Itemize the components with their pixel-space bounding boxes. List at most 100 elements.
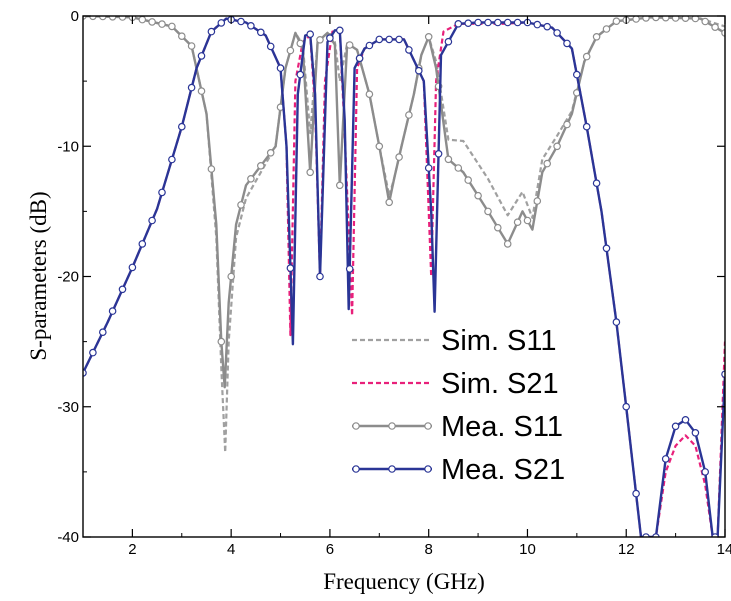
data-point — [701, 468, 710, 476]
data-point — [681, 415, 690, 424]
data-point — [108, 16, 117, 21]
data-point — [335, 181, 344, 190]
data-point — [207, 27, 216, 36]
data-point — [256, 28, 265, 37]
legend-label: Mea. S21 — [441, 454, 565, 486]
data-point — [187, 42, 196, 50]
plot-frame — [82, 15, 726, 538]
data-point — [563, 39, 571, 48]
data-point — [306, 30, 315, 39]
data-point — [355, 54, 364, 63]
data-point — [642, 16, 650, 22]
axes: 2 4 6 8 10 12 14 0 -10 -20 -30 -40 — [57, 8, 731, 558]
data-point — [612, 318, 621, 326]
data-point — [365, 90, 374, 99]
y-tick-label: -40 — [57, 529, 79, 546]
legend: Sim. S11 Sim. S21 Mea. S11 Mea. S21 — [352, 325, 565, 486]
data-point — [375, 35, 384, 44]
x-tick-label: 6 — [326, 541, 334, 558]
data-point — [454, 164, 463, 172]
data-point — [711, 23, 719, 32]
data-point — [405, 46, 413, 54]
x-tick-label: 4 — [227, 541, 235, 558]
data-point — [424, 32, 433, 41]
data-point — [691, 428, 700, 437]
legend-marker — [388, 422, 396, 430]
data-point — [474, 18, 482, 27]
legend-marker — [352, 422, 360, 430]
data-point — [424, 164, 433, 172]
data-point — [533, 197, 542, 205]
legend-entry: Sim. S11 — [352, 325, 557, 357]
series-line — [83, 17, 725, 537]
data-point — [227, 272, 236, 281]
data-point — [286, 46, 295, 55]
data-point — [671, 422, 680, 431]
data-point — [652, 16, 660, 22]
data-point — [108, 307, 117, 315]
data-point — [168, 22, 176, 31]
data-point — [148, 216, 156, 225]
data-point — [296, 39, 305, 48]
data-point — [365, 41, 374, 50]
data-point — [553, 142, 561, 151]
plot-area — [83, 16, 725, 537]
data-point — [602, 25, 611, 33]
data-point — [681, 16, 690, 22]
data-point — [395, 35, 403, 44]
data-point — [434, 150, 443, 158]
data-point — [207, 165, 216, 173]
data-point — [375, 142, 384, 151]
legend-marker — [424, 422, 432, 430]
data-point — [543, 22, 552, 31]
data-point — [474, 191, 482, 200]
data-point — [563, 120, 571, 129]
data-point — [138, 16, 147, 24]
data-point — [168, 155, 176, 164]
data-point — [622, 402, 631, 411]
legend-entry: Sim. S21 — [352, 368, 559, 400]
data-point — [523, 216, 532, 225]
data-point — [414, 66, 423, 75]
data-point — [513, 18, 522, 27]
data-point — [444, 37, 453, 46]
data-point — [592, 32, 601, 41]
data-point — [187, 83, 196, 92]
x-tick-label: 8 — [425, 541, 433, 558]
data-point — [395, 153, 403, 161]
data-point — [118, 285, 127, 294]
data-point — [345, 41, 354, 49]
data-point — [582, 52, 591, 61]
data-point — [385, 35, 394, 44]
data-point — [484, 207, 492, 216]
data-point — [582, 122, 591, 131]
data-point — [217, 337, 226, 346]
data-point — [138, 240, 147, 248]
data-point — [276, 64, 285, 72]
data-point — [197, 87, 206, 95]
legend-entry: Mea. S21 — [352, 454, 565, 486]
x-axis-title: Frequency (GHz) — [323, 569, 485, 594]
data-point — [197, 52, 206, 60]
data-point — [286, 264, 295, 272]
data-point — [128, 263, 137, 272]
data-point — [237, 17, 245, 26]
data-point — [444, 155, 453, 164]
data-point — [454, 19, 463, 28]
series-3 — [83, 16, 725, 389]
data-point — [266, 149, 275, 157]
data-point — [247, 21, 255, 30]
y-tick-label: -30 — [57, 399, 79, 416]
data-point — [503, 240, 512, 248]
x-tick-label: 2 — [128, 541, 136, 558]
data-point — [612, 17, 621, 26]
legend-marker — [424, 465, 432, 473]
data-point — [266, 42, 275, 51]
y-axis-title: S-parameters (dB) — [26, 191, 51, 360]
data-point — [661, 455, 670, 463]
legend-label: Mea. S11 — [441, 411, 563, 443]
legend-label: Sim. S11 — [441, 325, 557, 357]
x-tick-label: 14 — [717, 541, 731, 558]
data-point — [326, 34, 334, 42]
data-point — [553, 29, 561, 37]
